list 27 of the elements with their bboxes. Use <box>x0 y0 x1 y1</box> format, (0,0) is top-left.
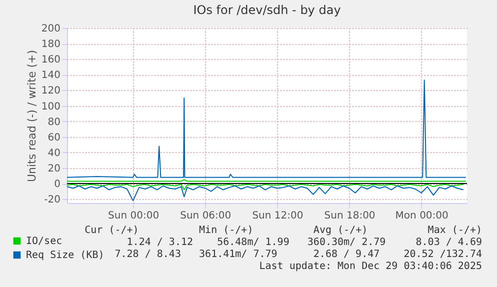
line-series <box>66 80 466 178</box>
y-tick-label: 200 <box>41 24 60 34</box>
y-tick-label: 160 <box>41 54 60 66</box>
y-tick-label: 0 <box>54 179 60 190</box>
x-tick-label: Sun 00:00 <box>108 210 160 222</box>
text: Cur (-/+) Min (-/+) Avg (-/+) Max (-/+) <box>84 225 482 237</box>
y-tick-label: 80 <box>48 116 60 128</box>
y-tick-label: 20 <box>48 164 60 174</box>
y-tick-label: 140 <box>41 70 60 82</box>
x-tick-label: Mon 00:00 <box>395 210 448 222</box>
chart-title: IOs for /dev/sdh - by day <box>193 3 341 17</box>
y-axis-title: Units read (-) / write (+) <box>25 50 38 182</box>
text: Last update: Mon Dec 29 03:40:06 2025 <box>258 261 482 273</box>
text: 7.28 / 8.43 361.41m/ 7.79 2.68 / 9.47 20.52 /132.74 <box>114 249 482 260</box>
y-tick-label: 60 <box>48 132 60 144</box>
x-tick-label: Sun 12:00 <box>252 210 304 222</box>
y-tick-label: 40 <box>48 148 60 159</box>
text: 1.24 / 3.12 56.48m/ 1.99 360.30m/ 2.79 8.03 / 4.69 <box>126 237 482 249</box>
x-tick-label: Sun 18:00 <box>324 210 376 222</box>
line-series <box>66 185 464 202</box>
y-tick-label: 100 <box>41 101 60 112</box>
y-tick-label: -20 <box>44 194 60 206</box>
y-tick-label: 180 <box>41 39 60 50</box>
x-tick-label: Sun 06:00 <box>180 210 232 222</box>
y-tick-label: 120 <box>41 86 60 97</box>
legend-label: Req Size (KB) <box>26 250 104 261</box>
legend-label: IO/sec <box>26 236 62 247</box>
